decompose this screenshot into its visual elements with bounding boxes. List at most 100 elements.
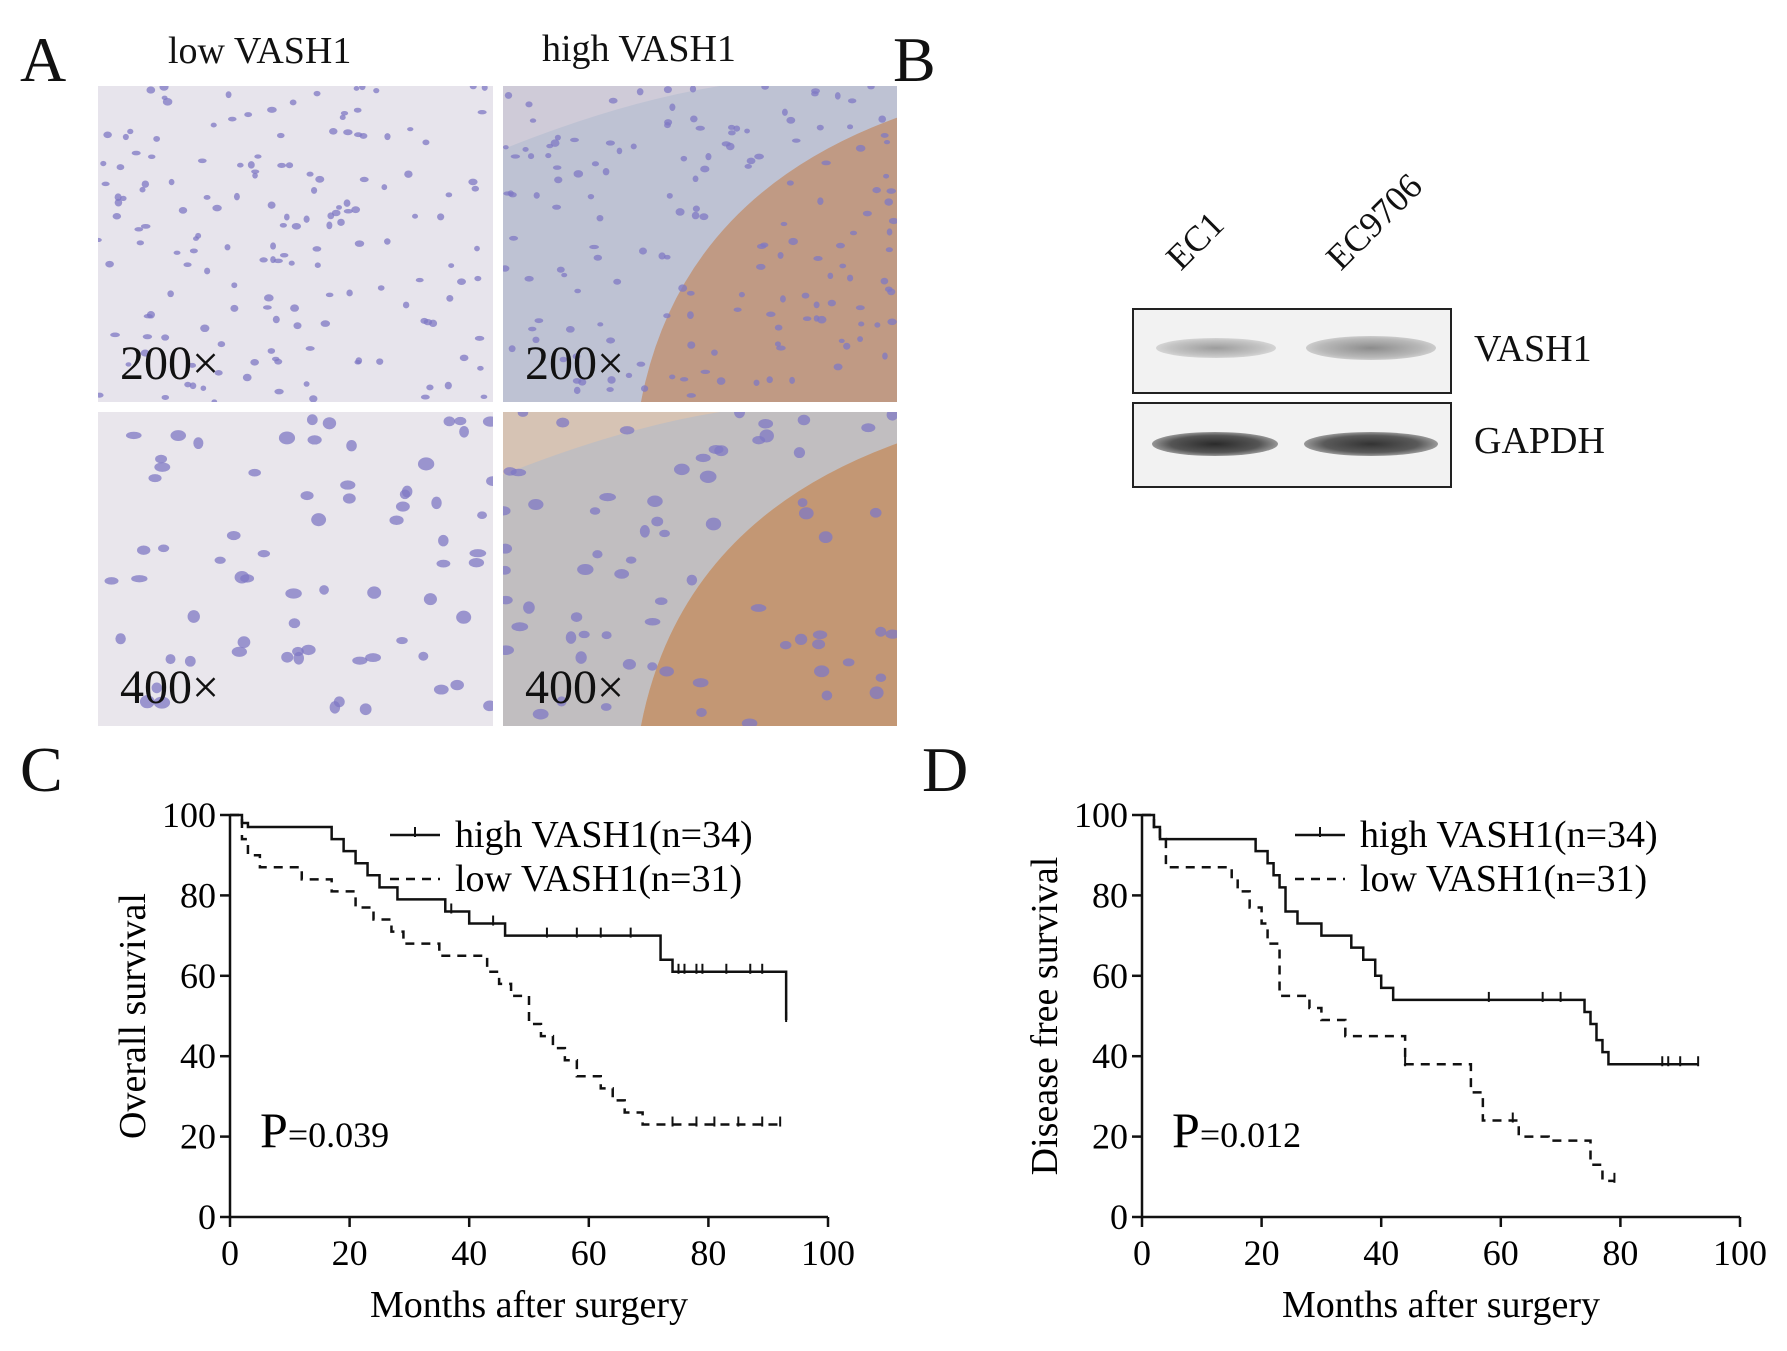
nucleus [314, 262, 321, 268]
nucleus [262, 305, 272, 310]
nucleus [572, 353, 581, 360]
nucleus [780, 221, 788, 227]
nucleus [606, 337, 616, 344]
tumor-region [640, 117, 897, 402]
nucleus [116, 164, 125, 171]
x-axis-label: Months after surgery [370, 1284, 688, 1326]
nucleus [619, 426, 635, 435]
nucleus [402, 301, 410, 309]
nucleus [309, 395, 318, 402]
nucleus [98, 392, 104, 398]
nucleus [351, 206, 361, 214]
nucleus [734, 412, 745, 419]
nucleus [110, 332, 120, 338]
nucleus [233, 192, 240, 201]
nucleus [389, 515, 404, 526]
nucleus [114, 198, 123, 207]
nucleus [114, 193, 122, 201]
nucleus [340, 110, 349, 116]
nucleus [170, 430, 187, 442]
nucleus [214, 370, 223, 376]
nucleus [112, 213, 122, 220]
nucleus [431, 496, 442, 510]
nucleus [503, 506, 511, 516]
nucleus [325, 292, 334, 298]
nucleus [277, 162, 287, 168]
blot-gapdh [1132, 402, 1452, 488]
nucleus [503, 145, 509, 150]
nucleus [376, 358, 384, 365]
nucleus [699, 470, 717, 483]
nucleus [162, 98, 173, 106]
nucleus [313, 90, 321, 97]
nucleus [883, 173, 890, 179]
magnification-label: 400× [525, 661, 625, 714]
nucleus [716, 377, 726, 385]
nucleus [561, 272, 568, 278]
nucleus [849, 230, 858, 236]
nucleus [601, 631, 612, 640]
nucleus [522, 147, 529, 152]
nucleus [486, 476, 493, 486]
nucleus [846, 274, 854, 282]
nucleus [647, 662, 658, 671]
nucleus [838, 338, 845, 344]
nucleus [279, 252, 289, 258]
nucleus [147, 154, 156, 160]
nucleus [855, 305, 865, 311]
nucleus [565, 326, 575, 333]
nucleus [267, 106, 277, 113]
nucleus [237, 636, 251, 649]
nucleus [353, 86, 360, 91]
nucleus [591, 161, 600, 167]
micro-high-400-texture [503, 412, 897, 726]
col-label-low: low VASH1 [168, 30, 352, 72]
nucleus [417, 457, 435, 471]
nucleus [874, 322, 881, 328]
nucleus [669, 103, 676, 111]
nucleus [616, 147, 623, 155]
nucleus [654, 597, 668, 606]
y-tick-label: 60 [1092, 956, 1128, 996]
nucleus [602, 168, 610, 176]
x-tick-label: 40 [1363, 1233, 1399, 1273]
y-tick-label: 0 [1110, 1197, 1128, 1237]
nucleus [687, 311, 694, 319]
nucleus [184, 655, 196, 667]
nucleus [885, 629, 897, 639]
nucleus [794, 633, 808, 645]
nucleus [869, 507, 882, 518]
nucleus [605, 140, 615, 146]
nucleus [482, 416, 493, 427]
nucleus [140, 349, 150, 357]
nucleus [125, 431, 142, 440]
band-gapdh-ec1 [1152, 432, 1278, 456]
nucleus [577, 563, 594, 575]
nucleus [217, 341, 226, 348]
nucleus [433, 684, 449, 695]
nucleus [504, 91, 513, 99]
nucleus [315, 175, 325, 183]
nucleus [477, 365, 484, 371]
nucleus [178, 206, 188, 214]
nucleus [306, 171, 314, 177]
nucleus [438, 534, 449, 547]
nucleus [122, 133, 129, 141]
nucleus [744, 164, 752, 169]
y-tick-label: 100 [1074, 795, 1128, 835]
nucleus [572, 378, 582, 384]
nucleus [352, 656, 368, 665]
nucleus [872, 187, 881, 194]
nucleus [552, 165, 562, 170]
nucleus [457, 278, 466, 286]
nucleus [474, 275, 482, 282]
lane-label-ec1: EC1 [1158, 203, 1232, 278]
nucleus [673, 463, 690, 476]
nucleus [821, 160, 831, 166]
micro-low-200: 200× [98, 86, 493, 402]
nucleus [696, 707, 707, 717]
nucleus [858, 321, 865, 327]
nucleus [517, 412, 529, 417]
nucleus [781, 108, 788, 116]
nucleus [173, 250, 181, 255]
